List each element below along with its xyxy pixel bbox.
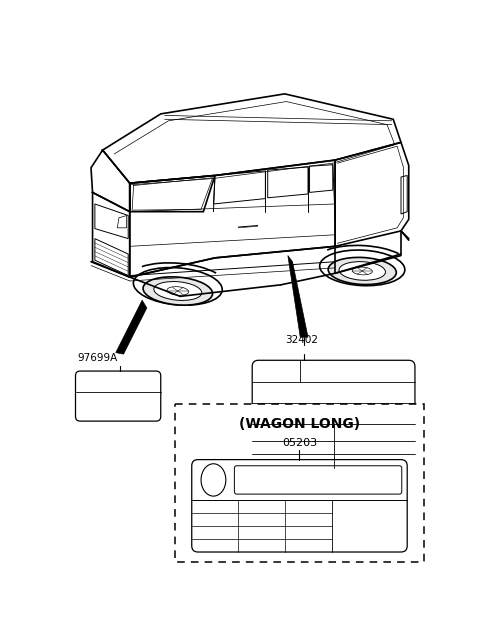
- Polygon shape: [288, 256, 308, 337]
- Polygon shape: [117, 215, 127, 228]
- Ellipse shape: [133, 267, 222, 305]
- Polygon shape: [116, 300, 147, 354]
- Ellipse shape: [167, 287, 189, 296]
- Polygon shape: [268, 167, 308, 198]
- Text: 05203: 05203: [282, 438, 317, 447]
- Bar: [175, 404, 424, 562]
- Polygon shape: [214, 171, 265, 204]
- Polygon shape: [310, 165, 333, 192]
- Text: 97699A: 97699A: [77, 353, 117, 363]
- Polygon shape: [130, 176, 215, 212]
- Ellipse shape: [352, 267, 372, 275]
- Ellipse shape: [154, 281, 202, 301]
- Ellipse shape: [339, 262, 385, 280]
- Text: (WAGON LONG): (WAGON LONG): [239, 417, 360, 431]
- Ellipse shape: [328, 258, 396, 285]
- Ellipse shape: [143, 277, 213, 305]
- Text: 32402: 32402: [285, 335, 318, 345]
- Ellipse shape: [320, 250, 405, 286]
